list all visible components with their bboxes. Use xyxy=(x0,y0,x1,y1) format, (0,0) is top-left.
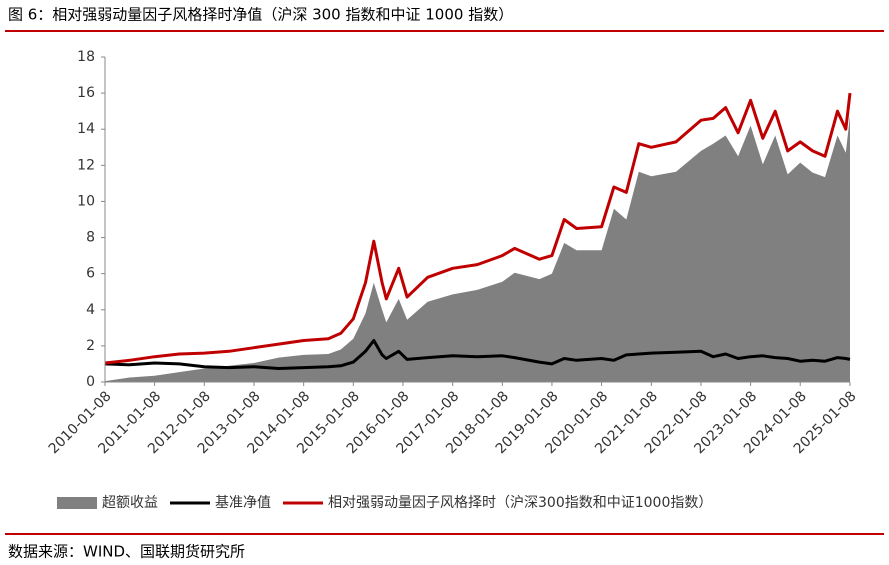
y-tick-label: 4 xyxy=(86,302,95,318)
legend-label: 超额收益 xyxy=(102,495,158,511)
y-tick-label: 6 xyxy=(86,266,95,282)
y-tick-label: 0 xyxy=(86,374,95,390)
y-tick-label: 2 xyxy=(86,338,95,354)
legend-swatch xyxy=(57,497,97,509)
line-series xyxy=(104,339,851,370)
y-tick-label: 8 xyxy=(86,230,95,246)
y-tick-label: 14 xyxy=(77,121,95,137)
y-tick-label: 16 xyxy=(77,85,95,101)
legend-label: 基准净值 xyxy=(215,494,271,511)
legend-label: 相对强弱动量因子风格择时（沪深300指数和中证1000指数） xyxy=(328,495,712,511)
y-tick-label: 10 xyxy=(77,193,95,209)
y-tick-label: 18 xyxy=(77,49,95,65)
source-note: 数据来源：WIND、国联期货研究所 xyxy=(8,543,245,561)
chart-title: 图 6：相对强弱动量因子风格择时净值（沪深 300 指数和中证 1000 指数） xyxy=(8,6,513,24)
area-series xyxy=(105,115,850,382)
line-series xyxy=(104,92,852,365)
y-tick-label: 12 xyxy=(77,157,95,173)
